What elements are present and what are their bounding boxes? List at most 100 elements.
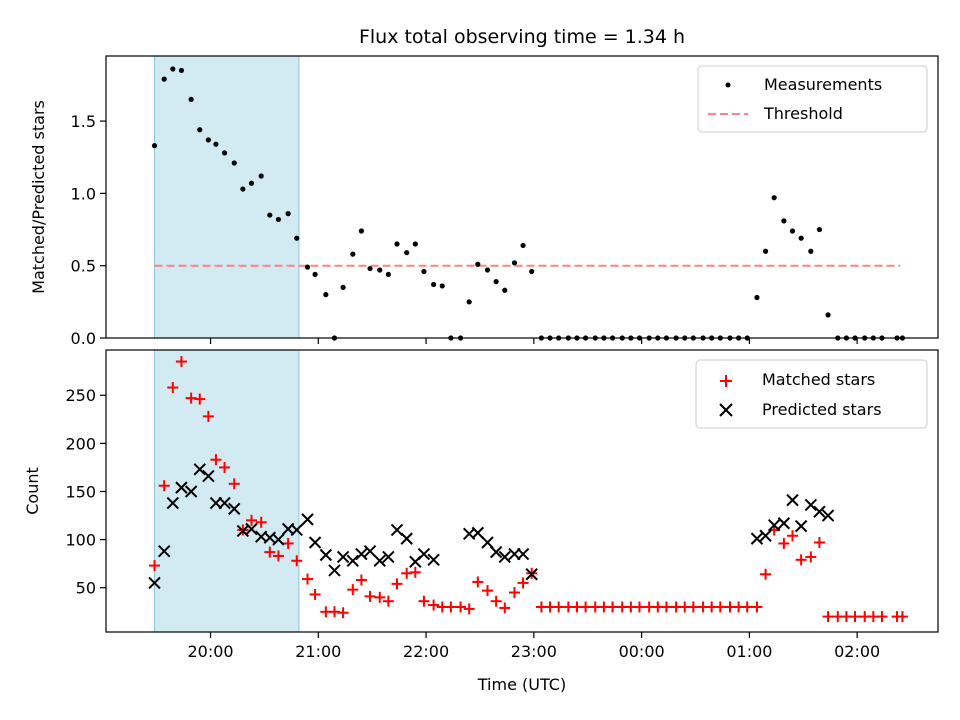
measurement-point [304,264,311,270]
measurement-point [493,279,499,285]
measurement-point [205,137,211,143]
predicted-star-point [336,550,350,564]
matched-star-point [282,537,294,549]
top-shaded-interval [153,55,300,339]
matched-star-point [822,611,834,623]
matched-star-point [309,588,321,600]
y-tick-label: 0.5 [71,257,96,276]
matched-star-point [272,550,284,562]
measurement-point [511,260,518,266]
measurement-point [340,284,346,290]
measurement-point [161,76,167,82]
matched-star-point [302,573,314,585]
matched-star-point [148,560,160,572]
matched-star-point [633,601,645,613]
measurement-point [754,294,760,301]
top-y-axis: 0.0 0.5 1.0 1.5 [71,112,106,348]
measurement-point [798,235,804,241]
predicted-star-point [382,550,395,564]
matched-star-point [175,356,187,368]
predicted-star-point [175,481,188,494]
measurement-point [412,241,418,247]
matched-star-point [391,578,403,590]
matched-star-point [760,568,772,580]
matched-star-point [255,516,267,528]
matched-star-point [409,566,421,578]
measurement-point [377,267,383,273]
bottom-y-axis-label: Count [23,467,42,515]
bottom-legend: Matched stars Predicted stars [695,359,928,429]
matched-star-point [553,601,565,613]
predicted-star-point [363,544,377,558]
predicted-star-point [759,529,772,542]
measurement-point [771,195,777,201]
matched-star-point [194,393,206,405]
predicted-star-point [498,550,511,564]
predicted-star-point [750,532,764,545]
x-axis-label: Time (UTC) [477,675,566,694]
measurement-point [170,66,176,72]
predicted-star-point [218,496,231,510]
measurement-point [762,248,769,254]
predicted-star-point [821,509,835,522]
measurement-point [816,226,823,233]
measurement-point [529,268,535,275]
predicted-star-point [328,564,341,577]
matched-star-point [374,591,386,603]
matched-star-point [751,601,763,613]
legend-measurements-marker [725,82,731,88]
matched-star-point [896,611,908,623]
measurement-point [394,241,400,247]
shaded-observing-interval [153,55,300,339]
measurement-point [439,283,445,289]
shaded-observing-interval [153,349,300,633]
measurement-point [789,228,796,234]
measurement-point [213,141,219,147]
matched-star-point [428,599,440,611]
predicted-star-point [290,523,303,537]
measurement-point [312,271,318,277]
matched-star-point [472,576,484,588]
predicted-star-point [184,485,198,498]
measurement-point [258,173,264,179]
predicted-star-point [157,544,171,558]
matched-star-point [355,574,367,586]
legend-matched-label: Matched stars [762,370,875,389]
legend-matched-marker [720,375,732,387]
measurement-point [404,250,410,256]
measurement-point [323,292,329,298]
measurement-point [188,96,194,102]
predicted-stars-series [148,463,835,590]
measurement-point [267,212,273,218]
matched-star-point [687,601,699,613]
matched-star-point [876,611,888,623]
predicted-star-point [390,523,404,537]
y-tick-label: 50 [76,579,96,598]
matched-star-point [490,595,502,607]
predicted-star-point [427,553,440,567]
predicted-star-point [301,513,314,526]
x-tick-label: 00:00 [619,642,665,661]
predicted-star-point [228,502,241,516]
measurement-point [197,127,203,133]
measurement-point [358,228,365,234]
x-tick-label: 02:00 [834,642,880,661]
x-tick-label: 21:00 [295,642,341,661]
y-tick-label: 150 [65,482,96,501]
matched-star-point [245,514,257,526]
measurement-point [248,180,255,186]
matched-star-point [607,601,619,613]
top-x-axis [209,338,858,344]
predicted-star-point [516,547,530,561]
measurement-point [475,261,481,267]
matched-star-point [795,554,807,566]
measurement-point [808,248,814,254]
bottom-panel: 50 100 150 200 250 20:00 21:00 22:00 23:00 00:00… [23,349,939,694]
measurement-point [825,312,831,318]
predicted-star-point [193,463,206,476]
matched-star-point [741,601,753,613]
legend-threshold-label: Threshold [763,104,843,123]
measurement-point [385,271,391,277]
predicted-star-point [489,545,503,559]
